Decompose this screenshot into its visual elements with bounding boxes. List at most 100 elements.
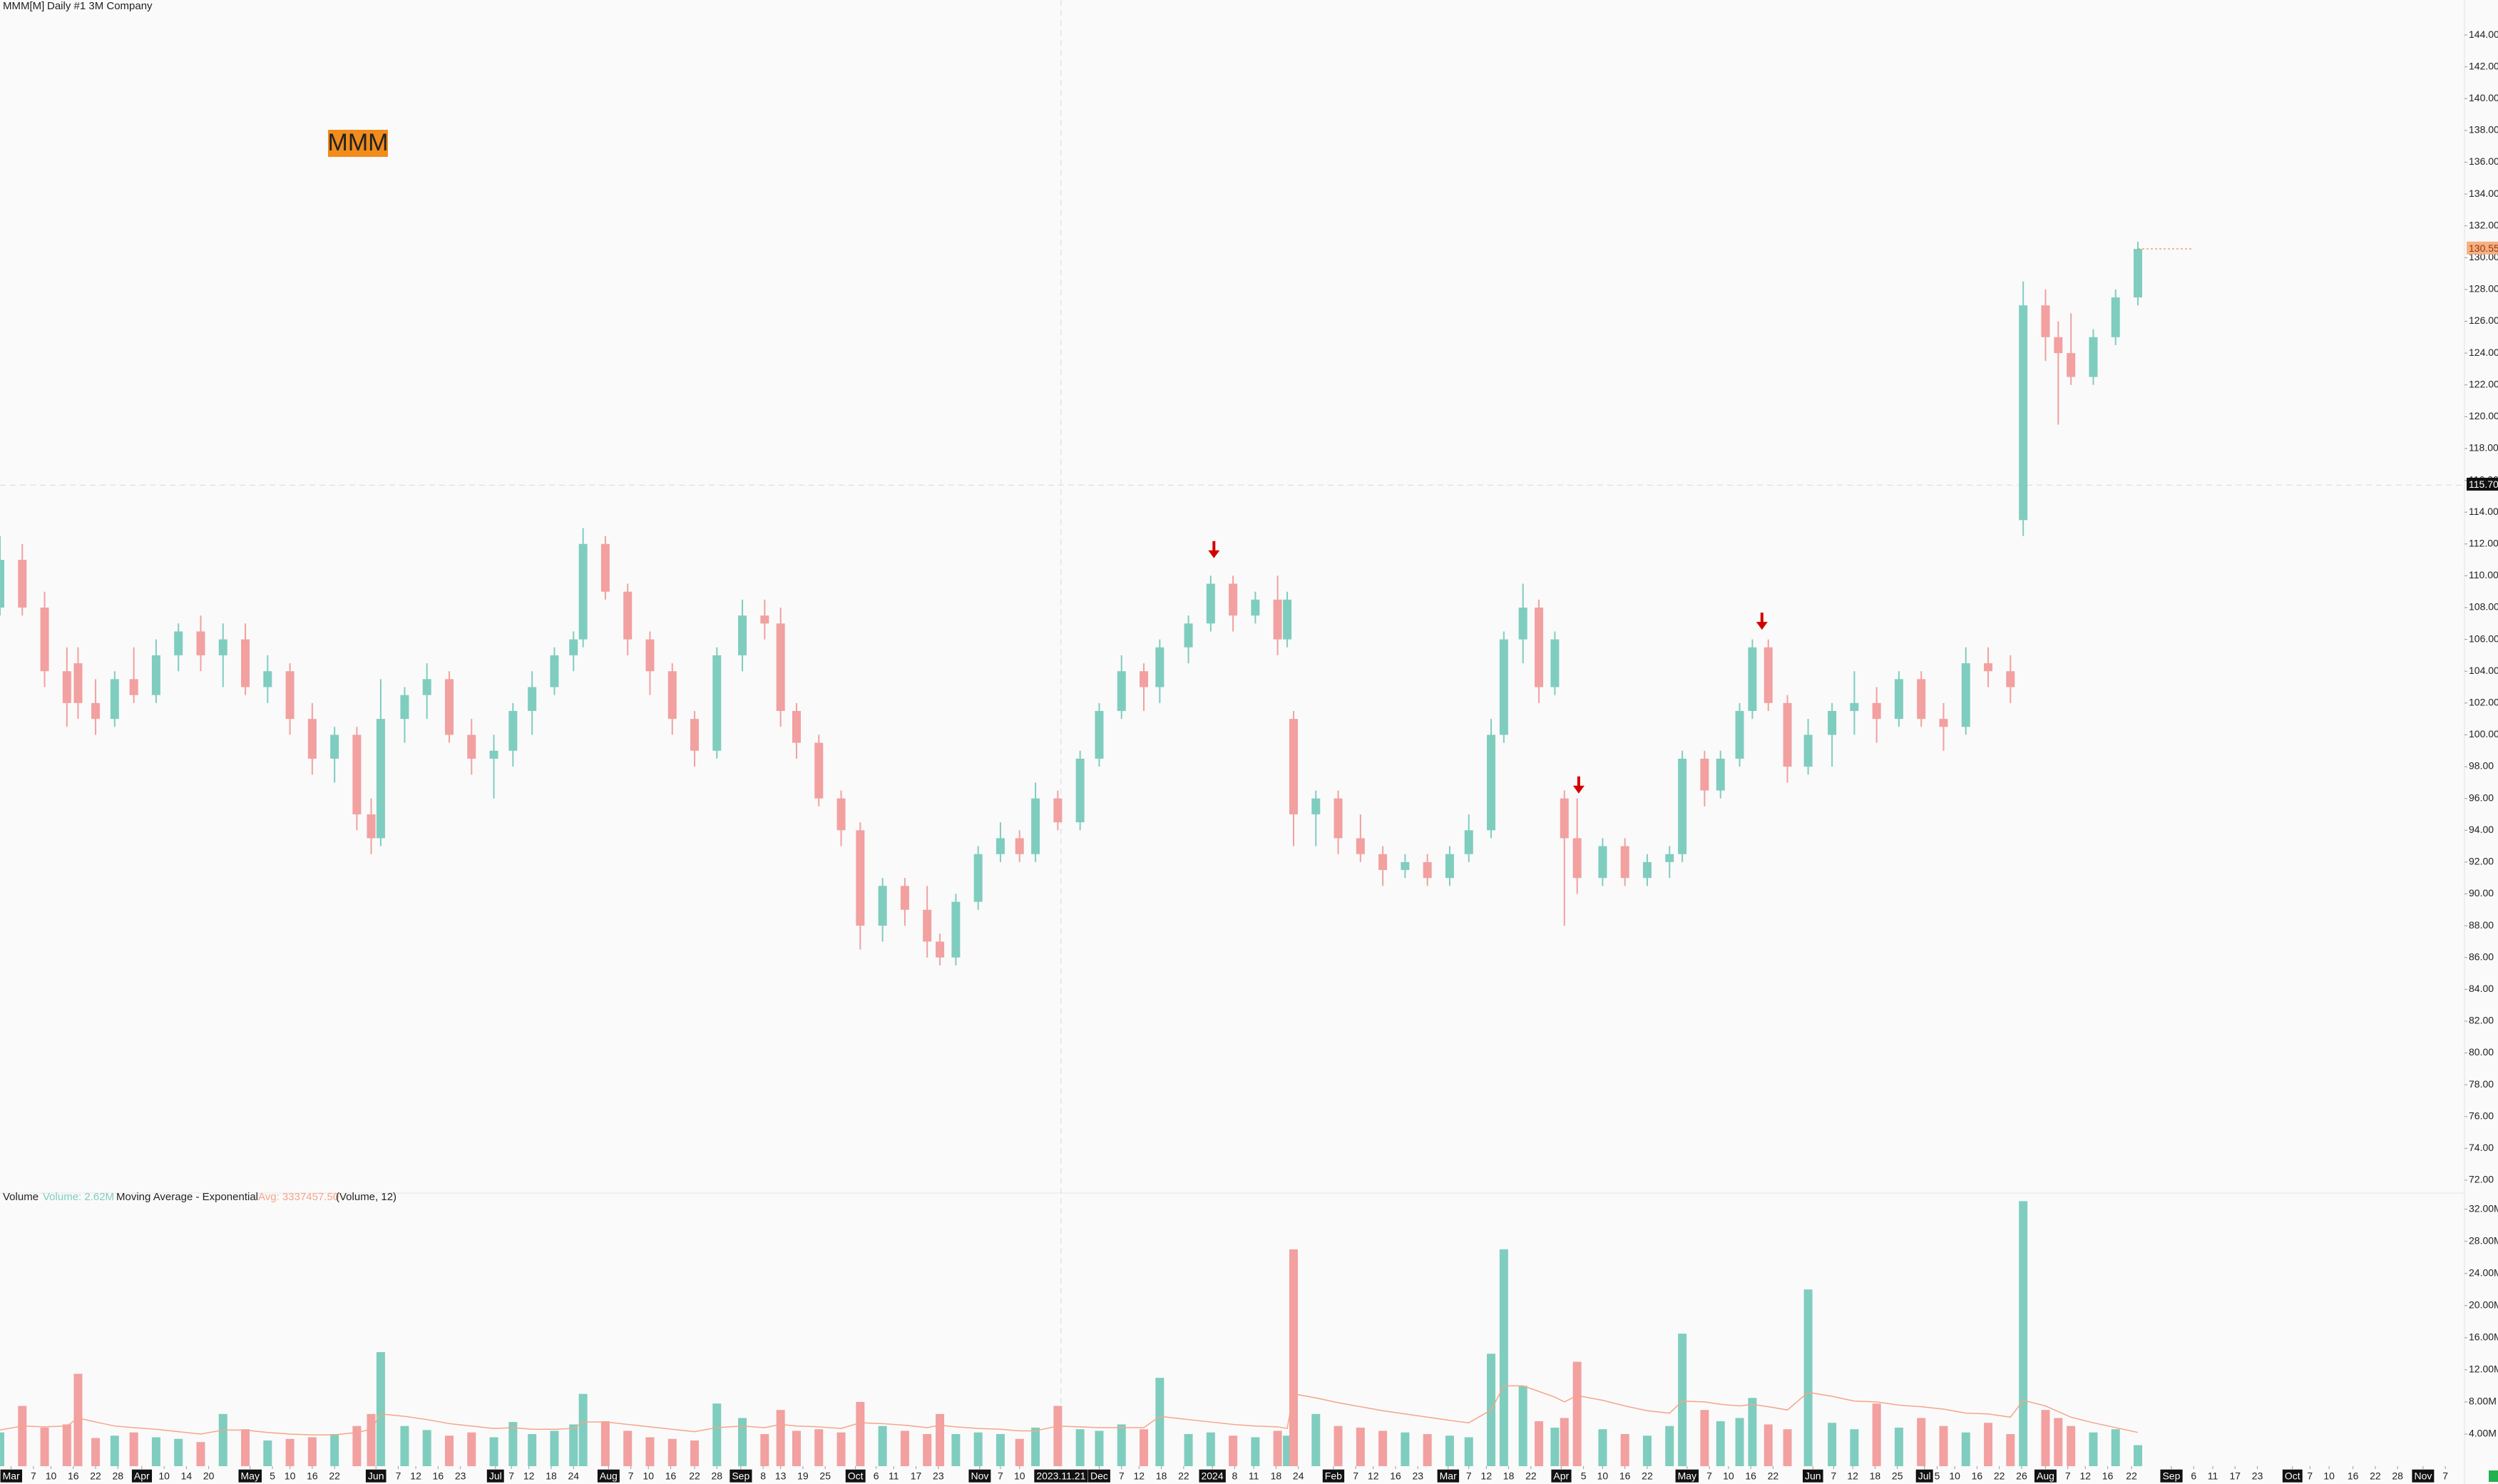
- x-tick-label: 10: [1723, 1470, 1734, 1482]
- volume-bar: [1184, 1433, 1193, 1466]
- volume-bar: [1053, 1406, 1063, 1466]
- volume-bar: [1961, 1432, 1970, 1466]
- x-tick-label: 16: [1390, 1470, 1401, 1482]
- volume-bar: [1140, 1429, 1149, 1466]
- volume-bar: [1155, 1378, 1164, 1466]
- label-background: [597, 1469, 620, 1483]
- candle-body: [1572, 838, 1582, 879]
- candle-body: [422, 679, 431, 695]
- x-tick-label: 16: [665, 1470, 677, 1482]
- y2-tick-label: 24.00M: [2469, 1266, 2498, 1278]
- y-tick-label: 78.00: [2469, 1078, 2494, 1090]
- x-tick-label: 11: [2208, 1470, 2218, 1482]
- y-tick-label: 76.00: [2469, 1110, 2494, 1121]
- candle-body: [667, 671, 677, 720]
- candle-body: [1095, 710, 1104, 759]
- y-tick-label: 136.00: [2469, 155, 2498, 167]
- volume-bar: [2067, 1426, 2076, 1466]
- crosshair-price-label: 115.70: [2469, 479, 2498, 490]
- candle-body: [2134, 249, 2143, 298]
- candle-body: [738, 615, 747, 655]
- x-tick-label: 17: [911, 1470, 922, 1482]
- candle-body: [1401, 861, 1410, 871]
- x-tick-label: Jul: [1918, 1470, 1931, 1482]
- y-tick-label: 80.00: [2469, 1046, 2494, 1058]
- x-tick-label: 24: [568, 1470, 579, 1482]
- x-tick-label: Jul: [489, 1470, 502, 1482]
- candle-body: [951, 901, 961, 958]
- candle-body: [1229, 583, 1238, 616]
- x-tick-label: 11: [889, 1470, 899, 1482]
- candle-body: [528, 687, 537, 711]
- volume-bar: [760, 1433, 769, 1466]
- x-tick-label: Dec: [1090, 1470, 1108, 1482]
- x-tick-label: 7: [2442, 1470, 2448, 1482]
- candle-body: [2089, 337, 2098, 377]
- symbol: MMM[M]: [3, 0, 44, 12]
- label-background: [1675, 1469, 1699, 1483]
- volume-bar: [1499, 1249, 1508, 1466]
- x-tick-label: Sep: [732, 1470, 749, 1482]
- ma-legend-name: Moving Average - Exponential: [116, 1191, 258, 1203]
- label-background: [1088, 1469, 1110, 1483]
- candle-body: [1939, 719, 1948, 727]
- candle-body: [2111, 297, 2120, 337]
- volume-bar: [400, 1426, 409, 1466]
- x-tick-label: Sep: [2162, 1470, 2180, 1482]
- candle-body: [73, 663, 83, 703]
- volume-bar: [1423, 1433, 1432, 1466]
- x-tick-label: 7: [31, 1470, 36, 1482]
- volume-bar: [1251, 1437, 1260, 1466]
- y-tick-label: 142.00: [2469, 60, 2498, 71]
- volume-bar: [307, 1437, 317, 1466]
- x-tick-label: 23: [933, 1470, 944, 1482]
- volume-bar: [1665, 1426, 1674, 1466]
- candle-body: [690, 719, 700, 751]
- volume-bar: [550, 1431, 559, 1466]
- candle-body: [2067, 353, 2076, 377]
- x-tick-label: Mar: [3, 1470, 20, 1482]
- volume-bar: [528, 1433, 537, 1466]
- volume-bar: [2134, 1445, 2143, 1466]
- x-tick-label: 10: [1949, 1470, 1960, 1482]
- candle-body: [1560, 798, 1569, 839]
- x-tick-label: 17: [2230, 1470, 2241, 1482]
- volume-bar: [2111, 1429, 2120, 1466]
- volume-bar: [1598, 1429, 1607, 1466]
- y-tick-label: 112.00: [2469, 537, 2498, 548]
- x-tick-label: 10: [46, 1470, 57, 1482]
- x-tick-label: 7: [628, 1470, 634, 1482]
- x-tick-label: 12: [1368, 1470, 1379, 1482]
- volume-bar: [1572, 1361, 1582, 1466]
- y-tick-label: 138.00: [2469, 124, 2498, 135]
- x-tick-label: Mar: [1440, 1470, 1457, 1482]
- x-tick-label: Feb: [1325, 1470, 1342, 1482]
- y-tick-label: 144.00: [2469, 29, 2498, 40]
- y-tick-label: 118.00: [2469, 442, 2498, 454]
- candle-body: [1053, 798, 1063, 823]
- x-tick-label: 16: [1972, 1470, 1983, 1482]
- volume-bar: [352, 1426, 362, 1466]
- y2-tick-label: 16.00M: [2469, 1331, 2498, 1343]
- x-tick-label: Oct: [2285, 1470, 2300, 1482]
- volume-bar: [285, 1438, 295, 1466]
- volume-bar: [1783, 1429, 1792, 1466]
- candle-body: [0, 560, 4, 608]
- volume-bar: [2006, 1433, 2015, 1466]
- x-tick-label: Jun: [368, 1470, 384, 1482]
- volume-bar: [900, 1431, 909, 1466]
- label-background: [1803, 1469, 1823, 1483]
- y-tick-label: 108.00: [2469, 601, 2498, 613]
- x-tick-label: 7: [1831, 1470, 1836, 1482]
- y-tick-label: 74.00: [2469, 1142, 2494, 1153]
- y-tick-label: 92.00: [2469, 856, 2494, 867]
- x-tick-label: 16: [68, 1470, 79, 1482]
- x-tick-label: 16: [2348, 1470, 2359, 1482]
- y2-tick-label: 20.00M: [2469, 1299, 2498, 1310]
- candle-body: [489, 750, 498, 759]
- candle-body: [1184, 623, 1193, 648]
- candle-body: [578, 543, 588, 640]
- candle-body: [307, 719, 317, 759]
- volume-bar: [814, 1429, 824, 1466]
- volume-bar: [1095, 1431, 1104, 1466]
